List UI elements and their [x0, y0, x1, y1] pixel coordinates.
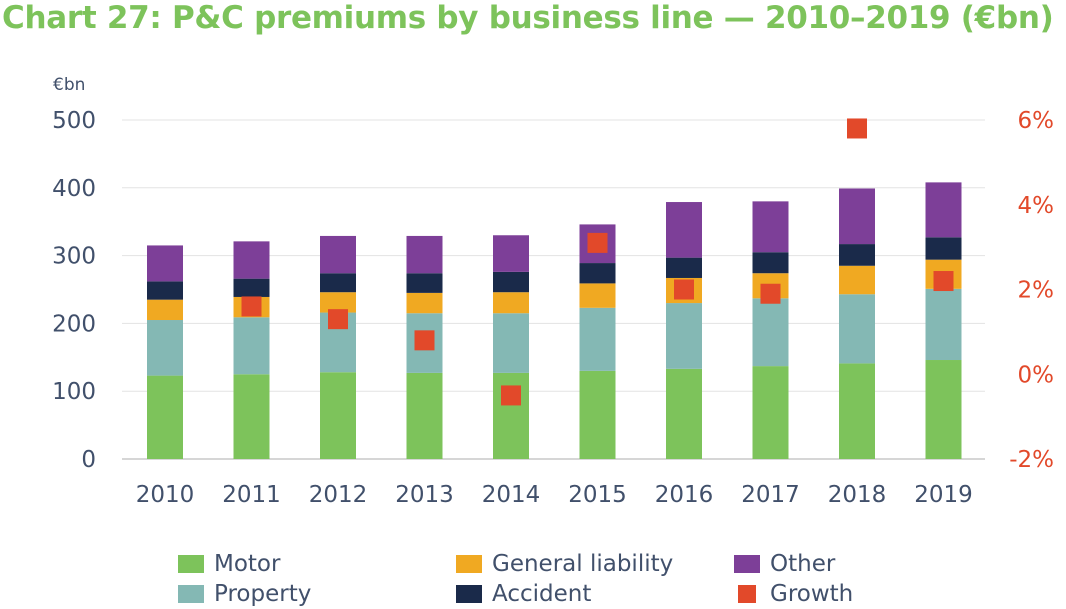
x-tick-label: 2016	[655, 482, 714, 508]
bar-property	[147, 320, 183, 376]
y2-tick-label: 0%	[1018, 362, 1055, 388]
y2-tick-label: -2%	[1009, 447, 1054, 473]
y-tick-label: 300	[52, 244, 96, 270]
x-tick-label: 2019	[914, 482, 973, 508]
legend-label: Other	[770, 551, 836, 577]
growth-marker	[328, 309, 348, 330]
bar-accident	[925, 237, 962, 260]
growth-marker	[847, 118, 867, 139]
legend-swatch	[456, 555, 482, 573]
bar-property	[493, 313, 529, 373]
y-tick-label: 200	[52, 311, 96, 337]
bar-motor	[925, 360, 962, 459]
y2-tick-label: 2%	[1018, 278, 1055, 304]
bar-property	[925, 288, 962, 361]
legend-item-accident: Accident	[456, 579, 591, 609]
bar-property	[233, 317, 270, 375]
bar-general-liability	[320, 292, 356, 313]
bar-accident	[406, 273, 443, 293]
x-tick-label: 2012	[309, 482, 368, 508]
y-tick-label: 400	[52, 176, 96, 202]
bar-other	[320, 235, 356, 274]
growth-marker	[674, 279, 694, 300]
bar-other	[666, 202, 702, 258]
y2-tick-label: 6%	[1018, 108, 1055, 134]
growth-marker	[501, 385, 521, 406]
legend-swatch	[738, 585, 756, 603]
x-tick-label: 2015	[568, 482, 627, 508]
bar-accident	[233, 278, 270, 297]
bar-other	[406, 235, 443, 274]
bar-accident	[666, 257, 702, 278]
bar-motor	[233, 374, 270, 459]
bar-motor	[839, 363, 875, 459]
legend-item-general-liability: General liability	[456, 549, 673, 579]
legend-label: Accident	[492, 581, 592, 607]
legend-swatch	[734, 555, 760, 573]
y-axis-unit: €bn	[53, 75, 85, 95]
bar-accident	[493, 271, 529, 293]
x-tick-label: 2014	[482, 482, 541, 508]
bar-property	[752, 298, 789, 367]
bar-general-liability	[493, 292, 529, 314]
x-tick-label: 2010	[136, 482, 195, 508]
legend-label: Growth	[770, 581, 854, 607]
y2-tick-label: 4%	[1018, 193, 1055, 219]
bar-motor	[666, 368, 702, 459]
bar-general-liability	[147, 299, 183, 321]
bar-other	[233, 241, 270, 279]
bar-other	[493, 235, 529, 272]
x-tick-label: 2018	[828, 482, 887, 508]
bar-motor	[320, 372, 356, 459]
growth-marker	[241, 296, 262, 317]
bar-accident	[579, 263, 616, 284]
legend-item-other: Other	[734, 549, 835, 579]
legend-swatch	[456, 585, 482, 603]
bar-accident	[839, 244, 875, 266]
legend-swatch	[178, 585, 204, 603]
bar-property	[579, 307, 616, 371]
bar-general-liability	[839, 265, 875, 295]
growth-marker	[933, 271, 954, 292]
legend-label: Property	[214, 581, 312, 607]
y-tick-label: 500	[52, 108, 96, 134]
bar-other	[839, 188, 875, 245]
y-tick-label: 0	[81, 447, 96, 473]
bar-general-liability	[579, 283, 616, 308]
bar-motor	[579, 370, 616, 459]
bar-other	[752, 201, 789, 253]
x-tick-label: 2011	[222, 482, 281, 508]
y-tick-label: 100	[52, 379, 96, 405]
chart-plot: €bn 0 100 200 300 400 500 -2% 0% 2% 4% 6% 2010 2011 2…	[52, 75, 1055, 508]
legend-swatch	[178, 555, 204, 573]
bar-accident	[752, 252, 789, 274]
chart-title: Chart 27: P&C premiums by business line …	[2, 0, 1054, 36]
growth-marker	[414, 330, 435, 351]
bar-property	[666, 303, 702, 369]
bar-accident	[147, 281, 183, 300]
legend-item-growth: Growth	[734, 579, 853, 609]
legend-item-property: Property	[178, 579, 311, 609]
bar-other	[925, 182, 962, 238]
growth-marker	[587, 232, 608, 253]
x-tick-label: 2017	[741, 482, 800, 508]
legend-label: General liability	[492, 551, 674, 577]
bar-motor	[406, 372, 443, 459]
bar-property	[839, 294, 875, 364]
x-tick-label: 2013	[395, 482, 454, 508]
legend-item-motor: Motor	[178, 549, 280, 579]
bar-general-liability	[406, 292, 443, 314]
bar-motor	[752, 366, 789, 459]
growth-marker	[760, 283, 781, 304]
bar-accident	[320, 273, 356, 293]
legend-label: Motor	[214, 551, 281, 577]
bar-motor	[147, 375, 183, 459]
legend: Motor General liability Other Property Accid…	[0, 546, 1066, 609]
bar-other	[147, 245, 183, 282]
